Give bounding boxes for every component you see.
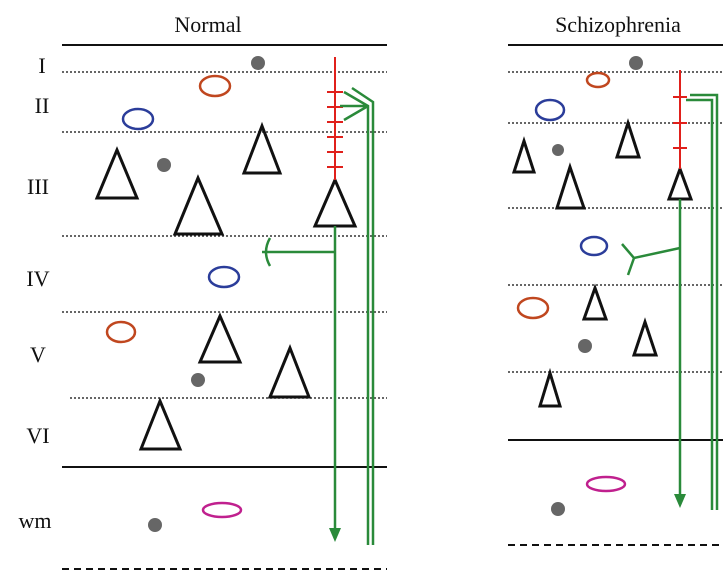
layer-label: V: [30, 342, 46, 367]
layer-label: VI: [26, 423, 49, 448]
layer-label: III: [27, 174, 49, 199]
layer-label: IV: [26, 266, 49, 291]
panel-title: Normal: [174, 12, 241, 37]
layer-label: II: [35, 93, 50, 118]
diagram: Normal Schizophrenia I II III IV V VI wm: [0, 0, 723, 572]
schizophrenia-panel: [508, 45, 723, 545]
panel-title: Schizophrenia: [555, 12, 681, 37]
layer-label: wm: [19, 508, 52, 533]
normal-panel: [62, 45, 387, 569]
layer-labels: I II III IV V VI wm: [19, 53, 52, 533]
layer-label: I: [38, 53, 45, 78]
